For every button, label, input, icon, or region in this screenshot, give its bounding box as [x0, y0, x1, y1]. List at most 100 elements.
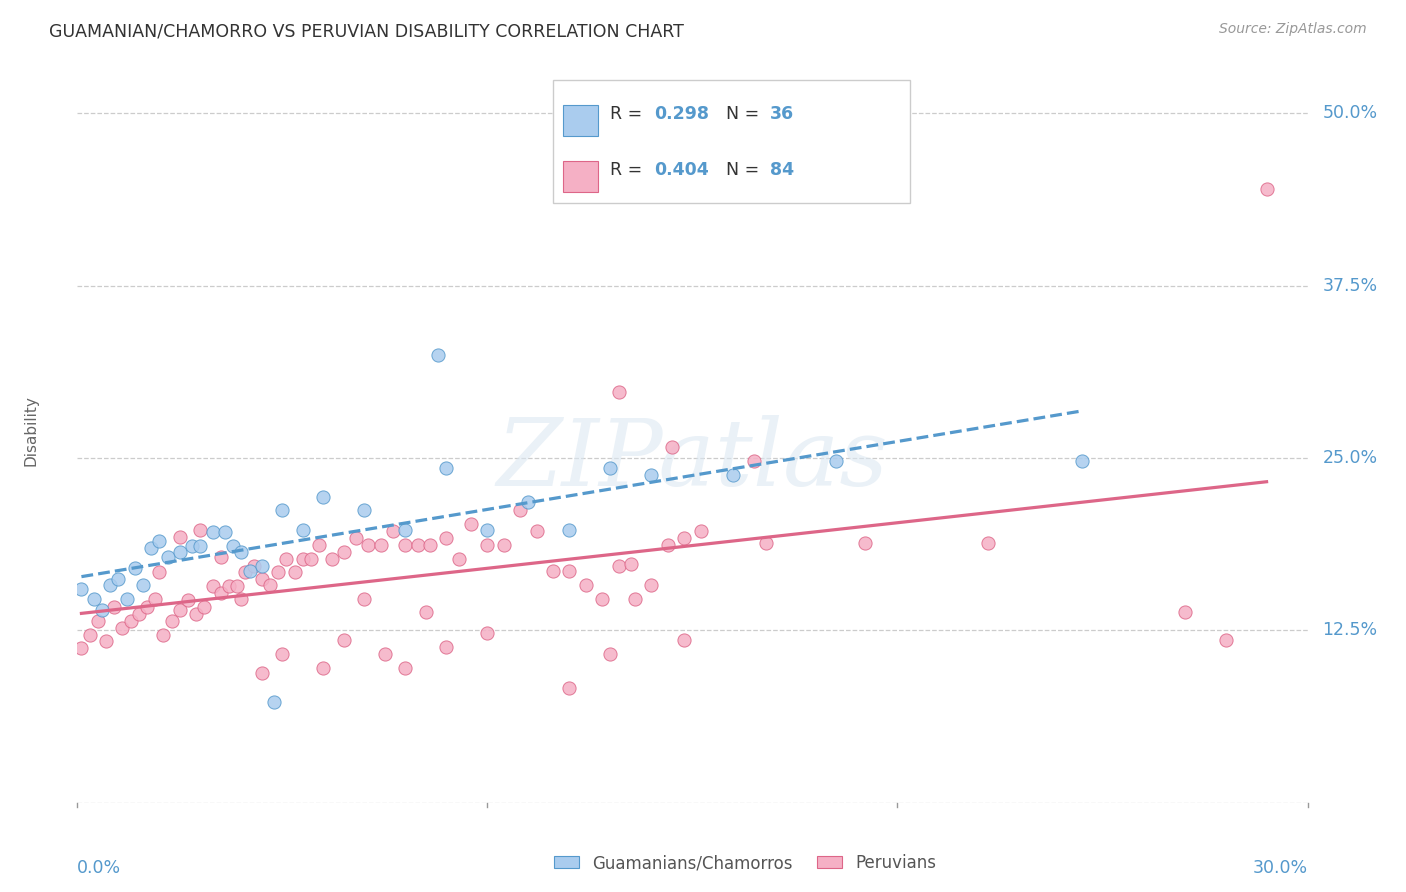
- Point: [120, 614, 142, 628]
- Point: [148, 566, 170, 580]
- Point: [186, 607, 208, 621]
- Point: [214, 525, 236, 540]
- Point: [98, 578, 121, 592]
- Point: [235, 566, 257, 580]
- Point: [152, 627, 174, 641]
- Point: [250, 573, 273, 587]
- Point: [124, 561, 146, 575]
- Point: [673, 633, 696, 648]
- Point: [657, 538, 679, 552]
- Text: R =: R =: [610, 161, 648, 178]
- Point: [599, 460, 621, 475]
- Point: [83, 591, 105, 606]
- Point: [517, 495, 540, 509]
- Point: [607, 384, 630, 399]
- Point: [1174, 606, 1197, 620]
- Point: [661, 440, 683, 454]
- Text: 36: 36: [770, 105, 794, 123]
- Point: [558, 564, 581, 578]
- Point: [239, 564, 262, 578]
- Point: [755, 536, 778, 550]
- Point: [333, 545, 356, 559]
- Point: [250, 666, 273, 681]
- Point: [447, 551, 470, 566]
- Point: [477, 626, 499, 640]
- Point: [141, 541, 163, 555]
- Point: [267, 566, 290, 580]
- Point: [160, 614, 183, 628]
- Point: [209, 586, 232, 600]
- Text: Source: ZipAtlas.com: Source: ZipAtlas.com: [1219, 22, 1367, 37]
- Point: [406, 538, 429, 552]
- Text: 25.0%: 25.0%: [1323, 449, 1378, 467]
- Text: 0.404: 0.404: [654, 161, 709, 178]
- Point: [825, 454, 848, 468]
- Point: [250, 558, 273, 573]
- Point: [209, 550, 232, 565]
- Text: 84: 84: [770, 161, 794, 178]
- Point: [218, 579, 240, 593]
- Point: [321, 551, 343, 566]
- Point: [94, 634, 117, 648]
- Point: [558, 681, 581, 696]
- Point: [242, 558, 264, 573]
- Point: [415, 606, 437, 620]
- Point: [308, 538, 330, 552]
- Text: 0.298: 0.298: [654, 105, 709, 123]
- Point: [427, 347, 450, 361]
- Point: [312, 660, 335, 674]
- Point: [222, 539, 245, 553]
- Point: [477, 523, 499, 537]
- Point: [394, 660, 416, 674]
- Point: [177, 593, 200, 607]
- Point: [509, 503, 531, 517]
- Point: [193, 599, 215, 614]
- Point: [723, 467, 745, 482]
- Text: 30.0%: 30.0%: [1253, 859, 1308, 877]
- Point: [607, 558, 630, 573]
- Point: [1071, 454, 1094, 468]
- Point: [460, 517, 482, 532]
- Point: [436, 460, 458, 475]
- Point: [103, 599, 125, 614]
- Point: [853, 536, 876, 550]
- Point: [344, 531, 367, 545]
- Point: [374, 647, 396, 661]
- Point: [575, 578, 598, 592]
- Point: [673, 531, 696, 545]
- Point: [492, 538, 515, 552]
- FancyBboxPatch shape: [554, 80, 910, 203]
- Point: [136, 599, 159, 614]
- Point: [156, 550, 179, 565]
- Point: [201, 579, 224, 593]
- Point: [357, 538, 380, 552]
- Point: [689, 524, 711, 538]
- Point: [181, 539, 204, 553]
- Point: [231, 591, 253, 606]
- Point: [394, 523, 416, 537]
- Point: [977, 536, 1000, 550]
- Point: [70, 582, 93, 596]
- Point: [231, 545, 253, 559]
- Point: [201, 525, 224, 540]
- Point: [541, 564, 564, 578]
- Legend: Guamanians/Chamorros, Peruvians: Guamanians/Chamorros, Peruvians: [554, 854, 936, 872]
- Point: [624, 591, 647, 606]
- Point: [353, 591, 375, 606]
- Point: [640, 467, 662, 482]
- Point: [394, 538, 416, 552]
- Point: [188, 523, 212, 537]
- Point: [526, 524, 548, 538]
- Point: [477, 538, 499, 552]
- Point: [90, 603, 114, 617]
- Point: [291, 551, 314, 566]
- Point: [436, 640, 458, 654]
- Point: [132, 578, 155, 592]
- Point: [111, 621, 134, 635]
- Point: [276, 551, 298, 566]
- Point: [87, 614, 110, 628]
- Point: [271, 503, 294, 517]
- Text: 0.0%: 0.0%: [77, 859, 121, 877]
- Point: [169, 545, 191, 559]
- Point: [284, 566, 307, 580]
